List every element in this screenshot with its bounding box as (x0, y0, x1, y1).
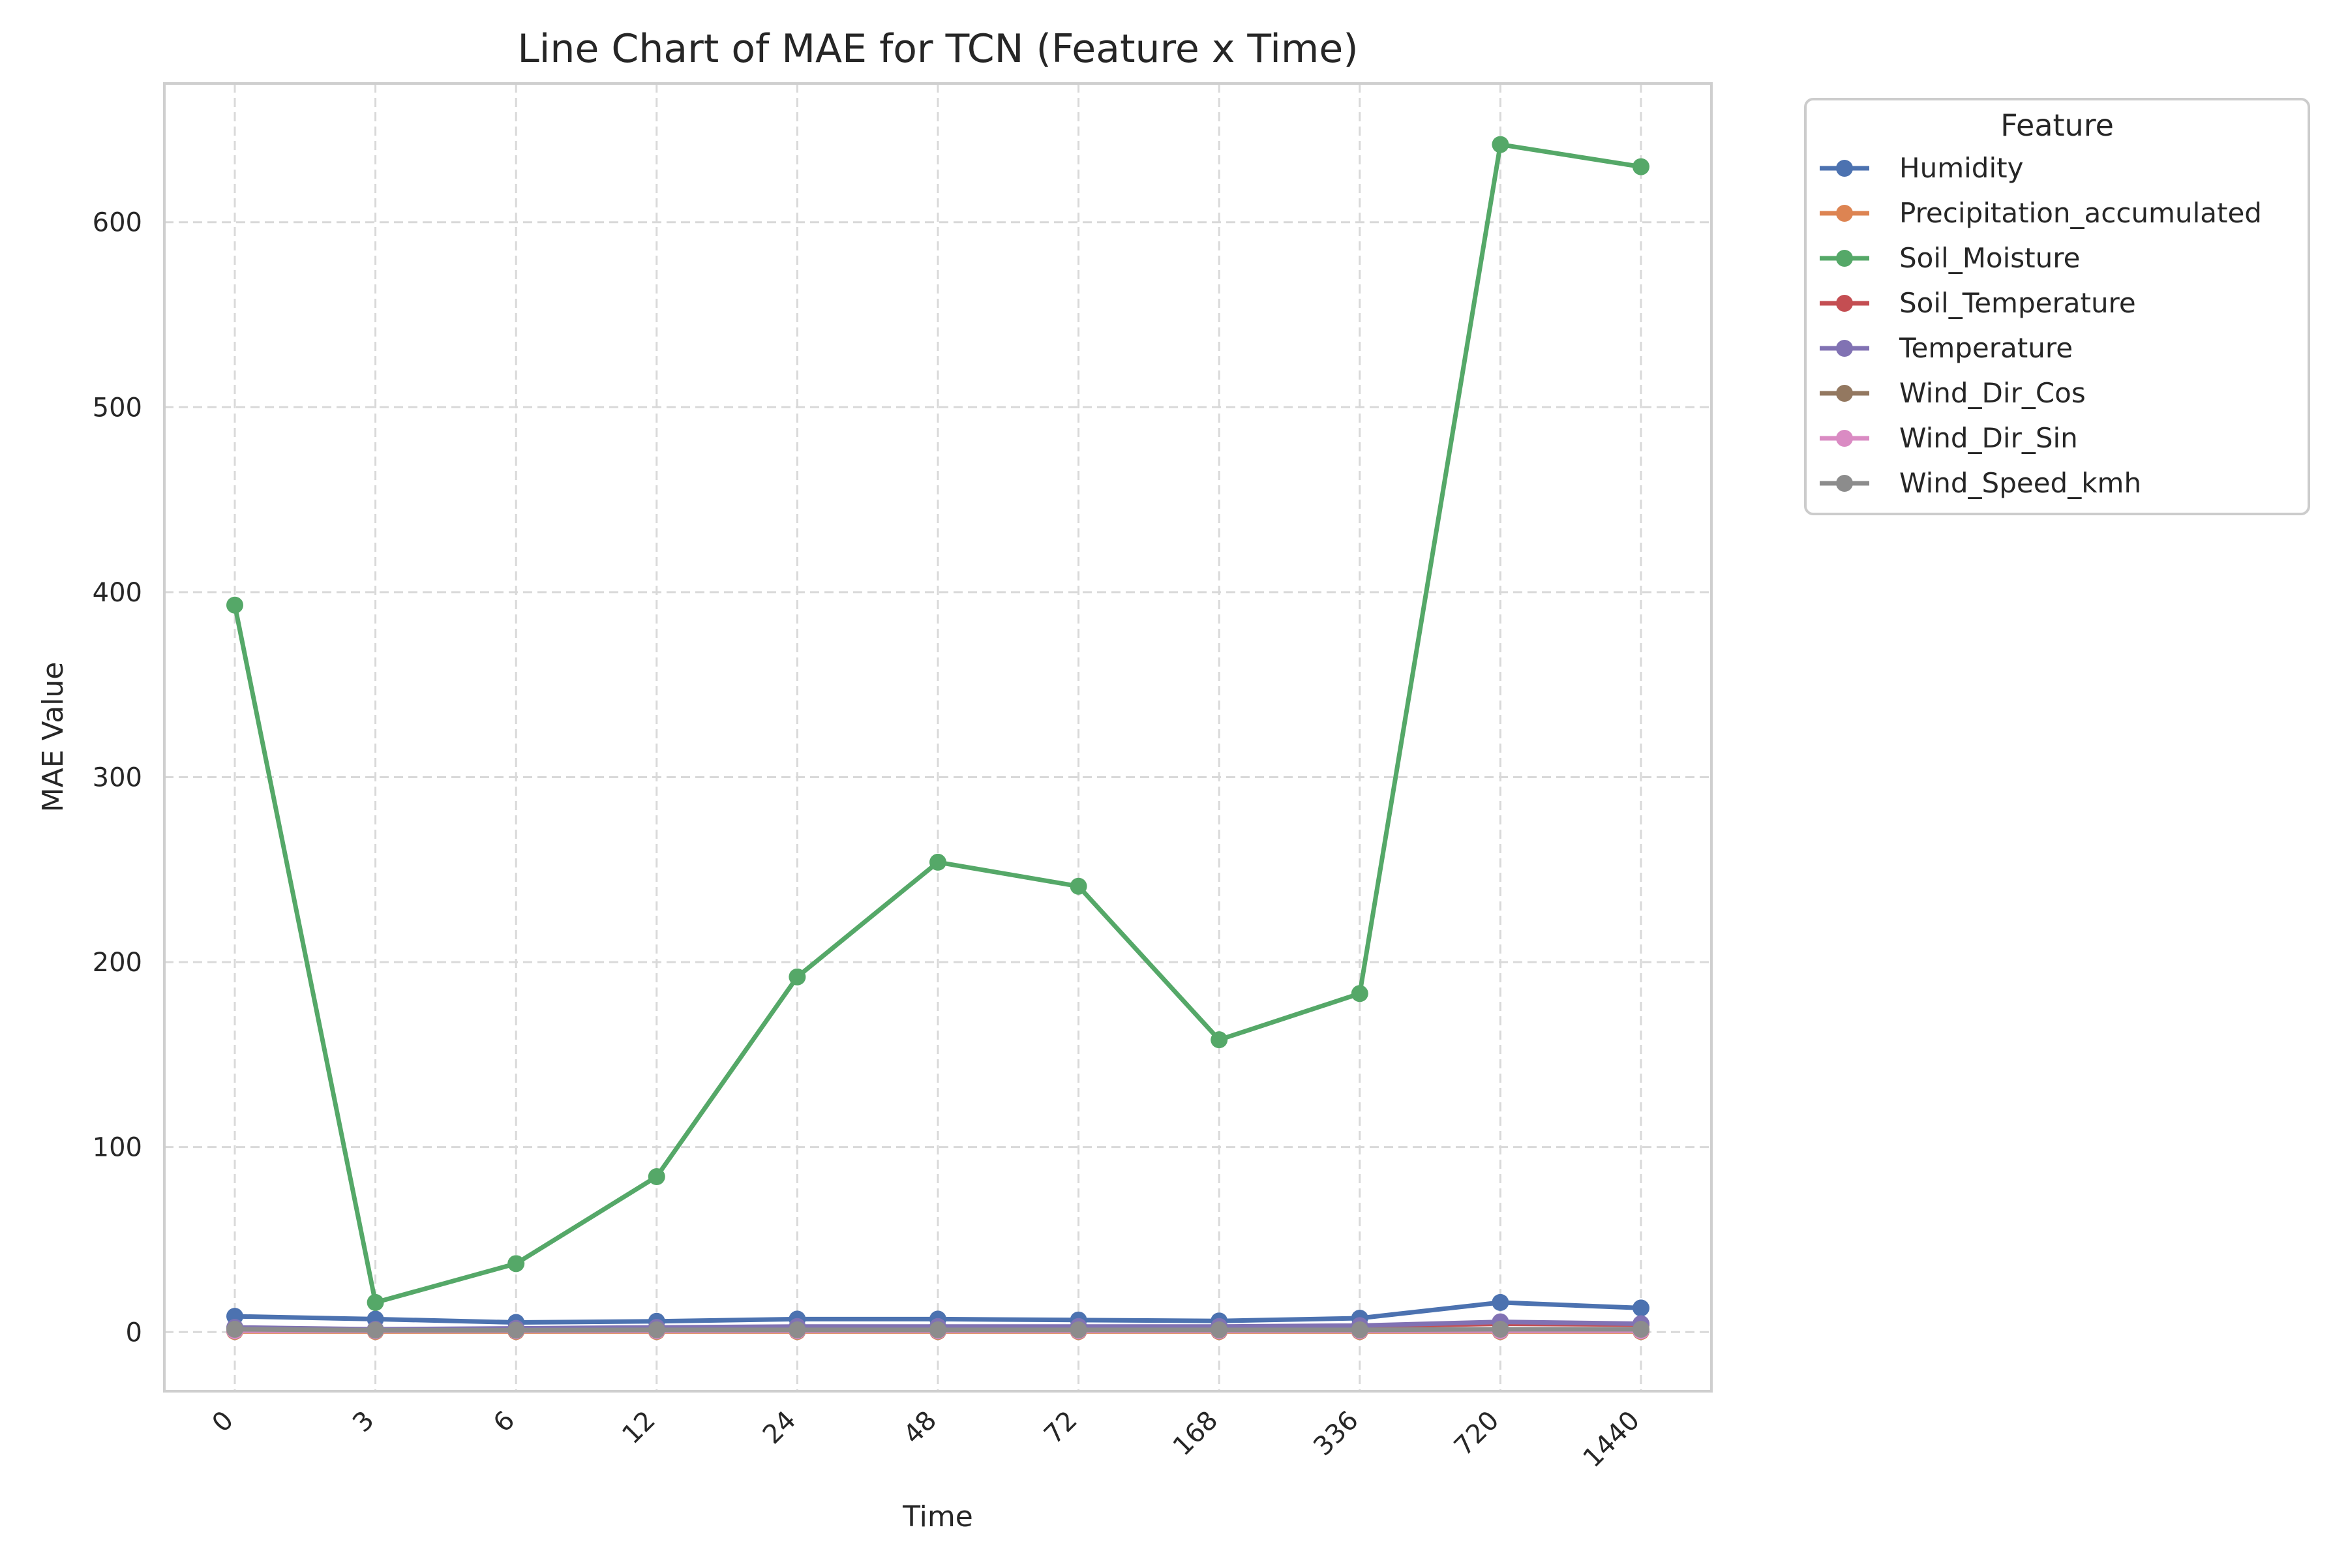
legend-item: Wind_Dir_Sin (1820, 422, 2078, 454)
data-point (1633, 1299, 1649, 1317)
y-tick-label: 500 (93, 393, 142, 423)
legend-title: Feature (2000, 108, 2114, 143)
legend-label: Wind_Speed_kmh (1899, 467, 2141, 499)
y-tick-label: 100 (93, 1133, 142, 1163)
data-point (789, 1321, 806, 1338)
y-tick-label: 400 (93, 578, 142, 608)
data-point (1492, 1320, 1509, 1338)
data-point (1211, 1031, 1228, 1049)
legend-label: Wind_Dir_Cos (1899, 377, 2086, 409)
data-point (789, 968, 806, 986)
legend-item: Wind_Speed_kmh (1820, 467, 2141, 499)
legend-label: Soil_Moisture (1899, 242, 2080, 274)
plot-frame (163, 82, 1713, 1393)
data-point (648, 1321, 665, 1338)
legend-swatch-marker (1836, 205, 1853, 222)
data-point (1211, 1321, 1228, 1338)
data-point (367, 1321, 384, 1339)
y-tick-label: 300 (93, 762, 142, 792)
data-point (226, 596, 243, 614)
data-point (1633, 1320, 1649, 1338)
legend-item: Humidity (1820, 152, 2023, 184)
data-point (1351, 1321, 1368, 1338)
series-Wind_Speed_kmh (226, 1320, 1649, 1339)
series-layer (226, 136, 1649, 1340)
legend-swatch-marker (1836, 160, 1853, 177)
legend-swatch-marker (1836, 475, 1853, 492)
data-point (1070, 877, 1087, 895)
legend-item: Temperature (1820, 332, 2073, 364)
y-tick-label: 600 (93, 208, 142, 238)
legend-label: Wind_Dir_Sin (1899, 422, 2078, 454)
legend-swatch-marker (1836, 295, 1853, 312)
y-tick-label: 0 (126, 1318, 142, 1348)
y-tick-label: 200 (93, 948, 142, 978)
data-point (1070, 1321, 1087, 1338)
legend-label: Humidity (1899, 152, 2023, 184)
data-point (507, 1255, 525, 1273)
legend-swatch-marker (1836, 250, 1853, 267)
x-axis-label: Time (902, 1500, 973, 1533)
data-point (1492, 1293, 1509, 1311)
legend-swatch-marker (1836, 385, 1853, 402)
legend-label: Temperature (1899, 332, 2073, 364)
legend-item: Soil_Temperature (1820, 287, 2136, 319)
legend-label: Precipitation_accumulated (1899, 197, 2262, 229)
data-point (367, 1293, 384, 1311)
series-Soil_Moisture (226, 136, 1649, 1311)
legend-swatch-marker (1836, 340, 1853, 357)
legend-swatch-marker (1836, 430, 1853, 447)
data-point (1633, 158, 1649, 175)
legend-items: Humidity Precipitation_accumulated Soil_Mo… (1820, 152, 2262, 499)
data-point (648, 1168, 665, 1186)
data-point (929, 853, 946, 871)
grid (164, 83, 1711, 1391)
legend-item: Soil_Moisture (1820, 242, 2080, 274)
data-point (1492, 136, 1509, 153)
legend-item: Wind_Dir_Cos (1820, 377, 2086, 409)
data-point (226, 1320, 243, 1338)
chart-title: Line Chart of MAE for TCN (Feature x Tim… (517, 26, 1358, 72)
data-point (1351, 985, 1368, 1003)
legend-box (1804, 98, 2310, 515)
legend: Feature Humidity Precipitation_accumulate… (1804, 98, 2310, 515)
y-axis-label: MAE Value (37, 662, 70, 813)
y-axis-ticks: 0 100 200 300 400 500 600 (93, 208, 142, 1348)
data-point (507, 1321, 525, 1339)
legend-item: Precipitation_accumulated (1820, 197, 2262, 229)
legend-label: Soil_Temperature (1899, 287, 2136, 319)
data-point (929, 1321, 946, 1338)
